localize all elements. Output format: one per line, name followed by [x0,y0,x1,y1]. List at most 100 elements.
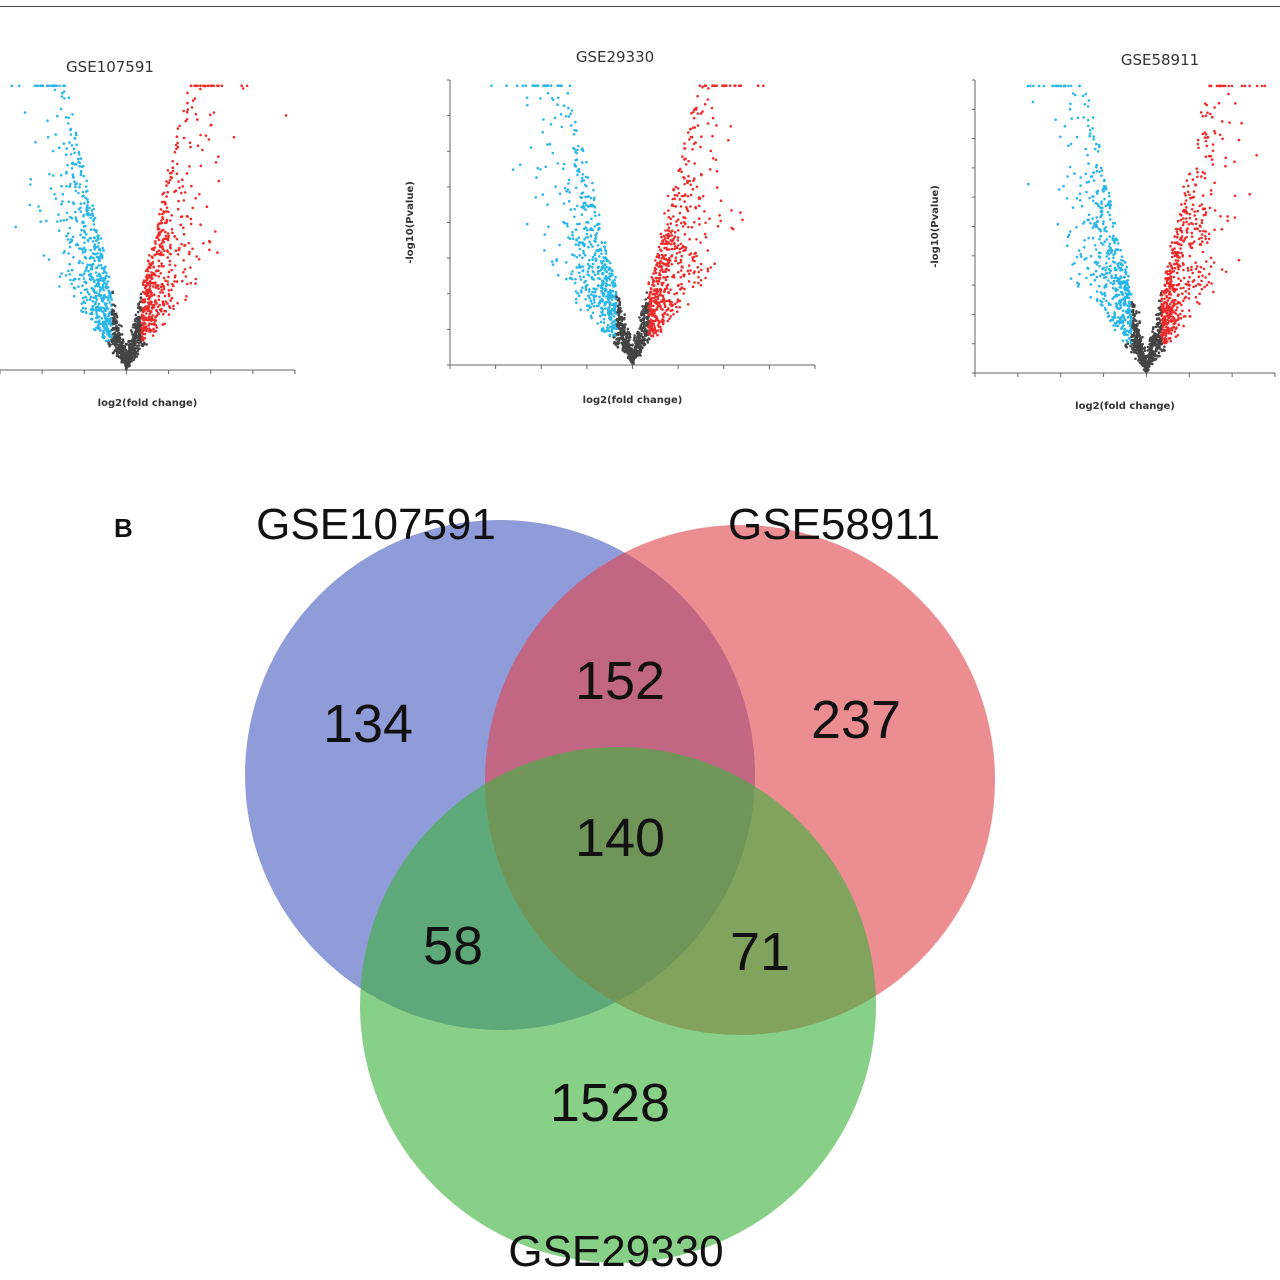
volcano-point [682,175,685,179]
volcano-point [1118,278,1121,281]
volcano-point [666,242,669,246]
volcano-point [640,312,643,316]
volcano-point [1114,276,1118,279]
volcano-point [1178,256,1181,259]
volcano-point [70,240,73,243]
volcano-point [643,332,646,336]
volcano-point [521,84,524,87]
volcano-point [106,280,110,283]
volcano-point [1186,231,1189,234]
volcano-point [1220,228,1224,231]
volcano-point [1179,218,1183,222]
volcano-point [1197,237,1201,241]
volcano-point [627,342,631,345]
volcano-point [81,310,84,314]
volcano-point [77,261,81,265]
volcano-point [156,305,160,309]
volcano-point [646,308,649,312]
volcano-point [590,302,594,306]
volcano-point [1187,287,1191,291]
volcano-point [1091,217,1094,220]
volcano-point [594,233,597,237]
volcano-point [107,333,110,337]
volcano-point [660,235,663,239]
volcano-point [146,306,149,309]
volcano-point [1100,202,1103,205]
volcano-point [1198,229,1202,233]
volcano-point [104,327,107,331]
volcano-point [146,270,150,273]
volcano-point [142,326,145,330]
volcano-point [1113,238,1116,241]
volcano-point [92,256,95,260]
volcano-point [1224,164,1227,168]
volcano-point [1177,316,1180,320]
volcano-point [56,220,59,223]
volcano-point [1067,233,1071,236]
volcano-point [1143,365,1147,369]
volcano-point [515,84,519,87]
volcano-point [1131,310,1134,314]
volcano-point [1140,343,1144,346]
volcano-point [95,239,98,242]
volcano-point [140,344,143,347]
volcano-point [1118,303,1122,307]
volcano-point [171,231,174,234]
volcano-point [575,204,579,208]
volcano-point [154,286,158,290]
volcano-point [1109,281,1112,285]
volcano-point [1160,289,1164,293]
volcano-point [567,199,571,203]
volcano-point [177,180,180,183]
volcano-point [1248,193,1251,196]
volcano-point [624,332,628,336]
volcano-point [93,243,97,246]
volcano-point [1095,225,1099,228]
venn-label-gse58911: GSE58911 [728,500,940,549]
volcano-point [138,306,142,309]
volcano-point [1200,236,1203,240]
volcano-point [86,290,89,294]
volcano-point [1116,324,1120,328]
volcano-point [146,283,149,287]
volcano-point [135,327,138,330]
volcano-point [1204,114,1208,117]
volcano-point [1058,84,1062,88]
volcano-point [154,240,157,243]
volcano-point [1133,334,1137,337]
volcano-point [1169,293,1173,296]
volcano-point [193,97,197,100]
volcano-point [678,247,682,251]
volcano-point [591,311,595,315]
volcano-point [68,262,71,266]
volcano-point [591,203,594,207]
volcano-point [1115,302,1118,306]
volcano-point [1191,242,1194,245]
volcano-point [569,112,572,116]
volcano-point [1106,249,1110,253]
volcano-point [668,259,672,262]
venn-label-gse29330: GSE29330 [508,1227,723,1276]
volcano-point [1155,336,1159,339]
volcano-point [1120,255,1124,258]
volcano-point [656,252,660,256]
volcano-point [79,157,83,160]
volcano-point [650,304,653,307]
volcano-point [1087,218,1090,222]
volcano-point [606,326,609,329]
volcano-point [699,145,702,149]
volcano-point [196,118,199,121]
volcano-point [100,317,104,320]
volcano-point [667,248,671,251]
volcano-point [656,261,659,265]
volcano-point [93,247,96,251]
volcano-point [1125,339,1129,342]
volcano-point [1126,294,1129,297]
volcano-point [570,109,574,112]
volcano-point [137,347,140,350]
volcano-point [91,304,95,308]
volcano-point [62,142,66,145]
volcano-point [1190,208,1194,211]
volcano-point [672,273,676,277]
volcano-point [610,298,614,302]
